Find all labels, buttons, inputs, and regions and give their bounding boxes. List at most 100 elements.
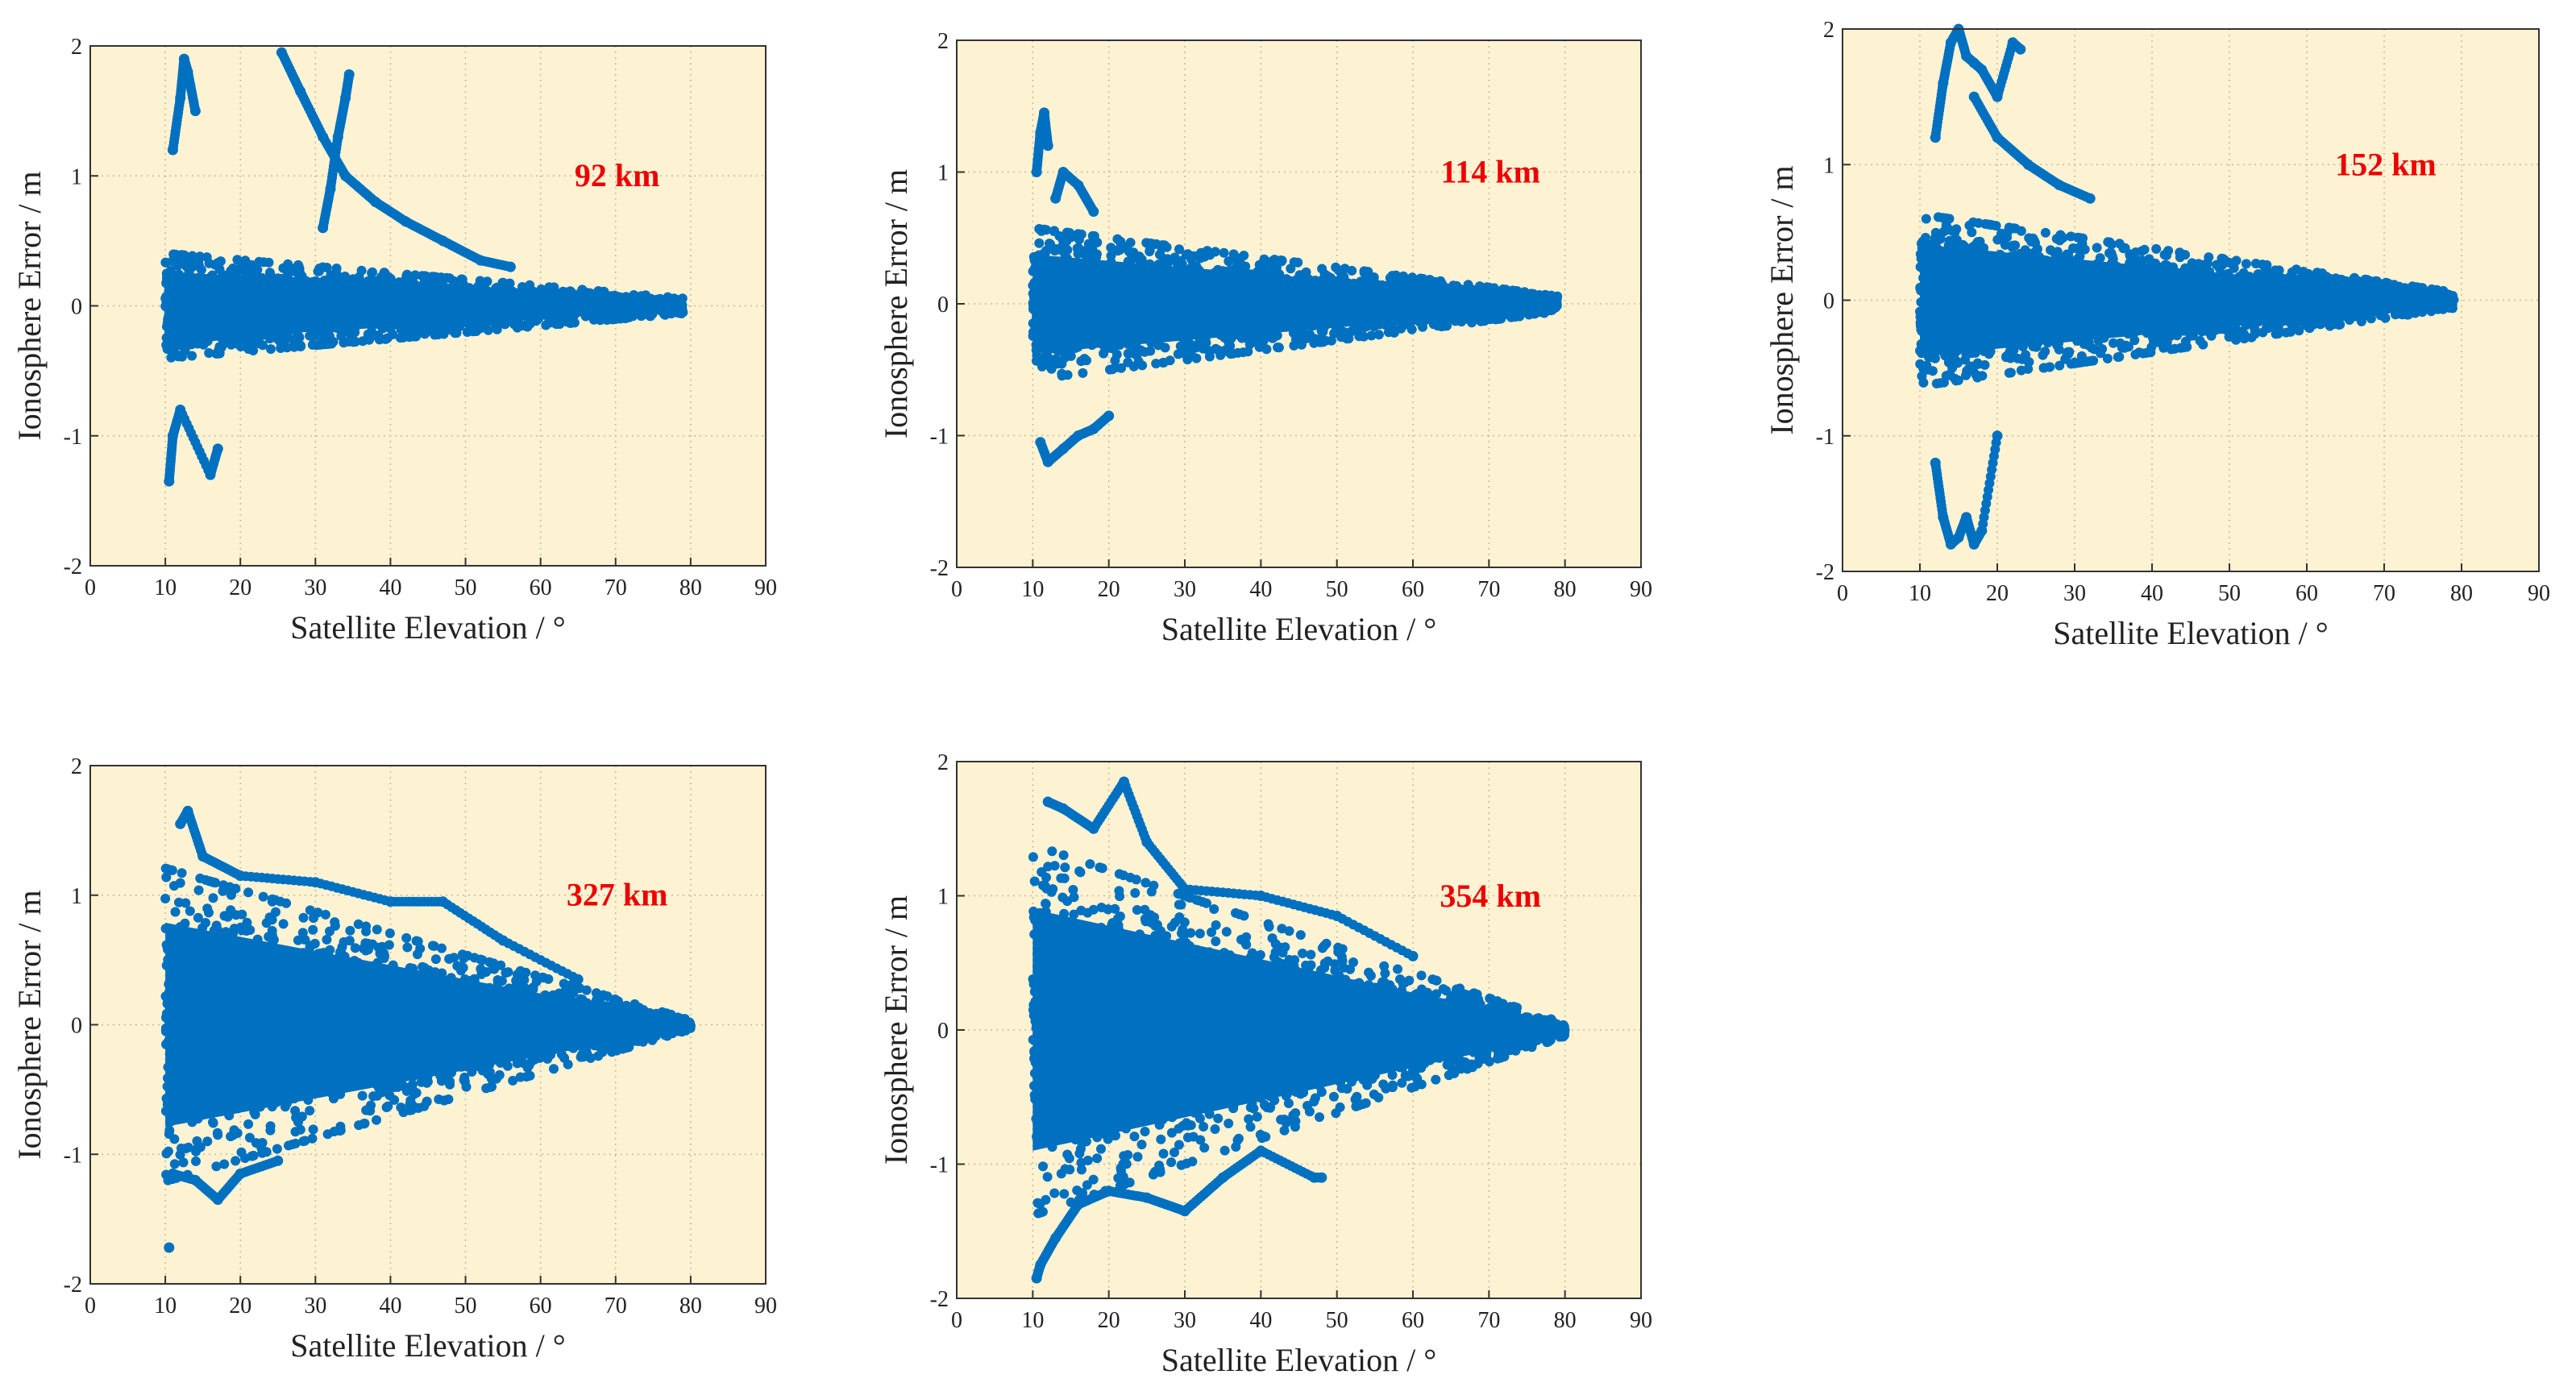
scatter-point (1057, 371, 1067, 381)
scatter-point (264, 257, 274, 268)
scatter-point (232, 255, 243, 265)
scatter-point (1296, 339, 1307, 350)
scatter-point (295, 341, 305, 351)
scatter-point (1383, 327, 1394, 338)
scatter-point (379, 268, 389, 278)
y-tick-label: -2 (64, 554, 82, 579)
scatter-point (1145, 346, 1156, 356)
scatter-point (326, 338, 337, 349)
scatter-point (1273, 343, 1284, 353)
scatter-point (377, 275, 388, 285)
scatter-point (314, 266, 324, 276)
scatter-point (358, 336, 368, 347)
scatter-point (1418, 322, 1427, 332)
scatter-point (482, 276, 492, 287)
scatter-point (1178, 348, 1189, 359)
scatter-point (187, 351, 197, 361)
x-tick-label: 30 (304, 575, 326, 600)
scatter-point (1123, 357, 1133, 368)
feature-arc-high (276, 47, 516, 272)
scatter-point (336, 330, 347, 341)
scatter-point (1064, 227, 1074, 238)
scatter-point (266, 344, 276, 355)
scatter-point (401, 271, 412, 281)
scatter-point (1110, 355, 1120, 366)
feature-spike-low (164, 405, 223, 487)
x-tick-label: 20 (229, 575, 251, 600)
scatter-point (1239, 251, 1249, 260)
scatter-point (177, 351, 187, 362)
scatter-point (307, 339, 318, 350)
scatter-point (204, 348, 214, 358)
scatter-point (1347, 265, 1357, 276)
scatter-point (247, 260, 257, 270)
y-tick-label: 1 (71, 164, 82, 189)
scatter-point (462, 327, 472, 337)
y-tick-label: 2 (71, 35, 82, 60)
feature-point (505, 261, 516, 272)
scatter-point (1137, 360, 1148, 371)
scatter-point (1151, 359, 1161, 369)
scatter-point (193, 256, 204, 267)
scatter-point (1228, 249, 1239, 260)
scatter-point (167, 256, 177, 266)
scatter-point (308, 331, 318, 342)
scatter-point (1112, 234, 1123, 244)
scatter-point (214, 345, 224, 355)
feature-point (212, 443, 223, 455)
scatter-point (255, 338, 265, 349)
scatter-point (343, 336, 354, 347)
scatter-point (1125, 238, 1136, 247)
scatter-point (1289, 257, 1299, 268)
scatter-point (440, 326, 451, 335)
feature-point (343, 69, 355, 80)
scatter-point (492, 324, 502, 334)
x-tick-label: 40 (379, 575, 401, 600)
scatter-point (1123, 348, 1133, 359)
scatter-point (283, 266, 293, 276)
scatter-point (196, 264, 206, 275)
x-tick-label: 70 (605, 575, 627, 600)
scatter-point (1213, 345, 1224, 355)
scatter-point (576, 287, 586, 297)
scatter-point (1078, 368, 1088, 378)
scatter-point (395, 333, 405, 343)
scatter-point (1116, 363, 1126, 373)
scatter-point (294, 332, 305, 343)
scatter-point (522, 322, 533, 332)
scatter-point (368, 267, 377, 277)
x-axis-label: Satellite Elevation / ° (290, 609, 565, 646)
feature-spike-13 (167, 53, 201, 156)
scatter-point (426, 326, 436, 336)
scatter-point (280, 331, 291, 342)
scatter-point (1373, 330, 1384, 340)
scatter-point (161, 340, 172, 351)
scatter-point (293, 260, 303, 270)
x-tick-label: 90 (754, 575, 777, 600)
scatter-point (350, 327, 360, 338)
scatter-point (314, 339, 325, 350)
scatter-point (536, 284, 546, 294)
scatter-point (1154, 249, 1165, 260)
scatter-point (1474, 281, 1485, 292)
feature-spike-33 (318, 69, 355, 234)
scatter-point (1204, 347, 1215, 357)
scatter-point (264, 268, 275, 278)
scatter-point (1326, 335, 1336, 346)
scatter-point (373, 330, 384, 341)
scatter-point (1106, 251, 1116, 261)
scatter-point (356, 265, 367, 276)
scatter-point (276, 343, 286, 353)
data-points (160, 47, 688, 487)
scatter-point (405, 332, 415, 343)
scatter-point (459, 280, 468, 290)
scatter-point (429, 272, 439, 282)
scatter-point (636, 311, 646, 322)
x-tick-label: 80 (679, 575, 702, 600)
scatter-point (1174, 244, 1184, 255)
scatter-point (449, 276, 459, 286)
data-points (1028, 107, 1563, 467)
